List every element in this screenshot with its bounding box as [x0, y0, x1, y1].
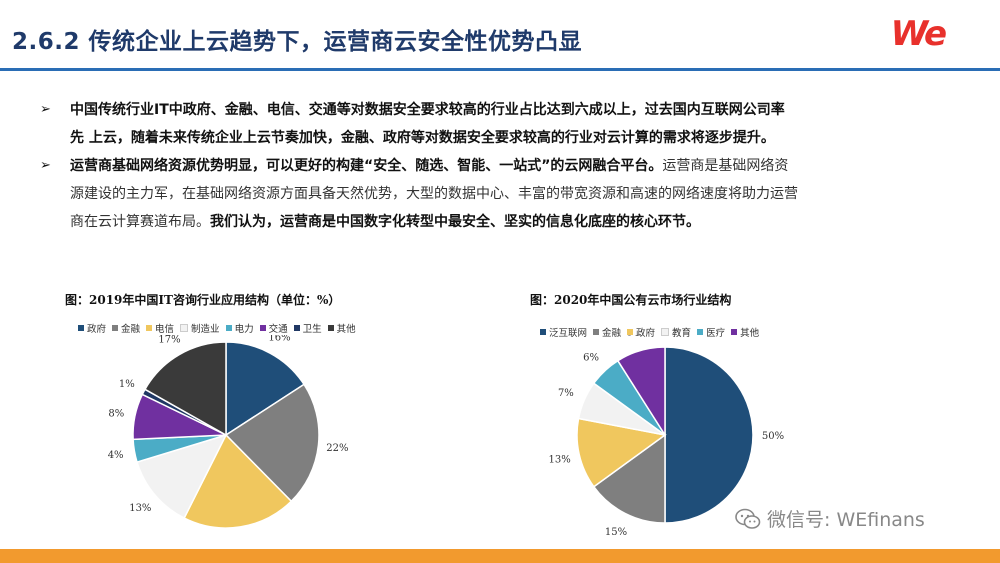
legend-item: 医疗	[697, 325, 725, 339]
legend-label: 医疗	[706, 328, 726, 339]
legend-item: 教育	[661, 325, 691, 339]
legend-swatch	[627, 329, 634, 335]
pie-chart-it-consulting: 16% 22% 13% 4% 8% 1% 17%	[108, 335, 348, 529]
legend-label: 政府	[636, 328, 656, 339]
data-label: 8%	[108, 409, 124, 420]
data-label: 17%	[158, 335, 180, 345]
legend-swatch	[225, 325, 232, 331]
legend-swatch	[327, 325, 334, 331]
legend-item: 金融	[593, 325, 621, 339]
bullet-text: 我们认为，运营商是中国数字化转型中最安全、坚实的信息化底座的核心环节。	[210, 214, 700, 230]
pie-slice	[143, 341, 227, 437]
legend-swatch	[78, 325, 84, 331]
legend-swatch	[259, 325, 266, 331]
legend-label: 其他	[336, 324, 356, 335]
legend-item: 卫生	[293, 321, 322, 335]
legend-item: 金融	[112, 321, 140, 335]
bullet-text: 商在云计算赛道布局。	[70, 214, 210, 230]
legend-swatch	[180, 324, 189, 332]
chart-legend: 政府 金融 电信 制造业 电力 交通 卫生 其他	[78, 321, 362, 335]
legend-label: 其他	[740, 328, 760, 339]
legend-label: 制造业	[191, 324, 220, 335]
legend-label: 政府	[87, 324, 107, 335]
data-label: 4%	[108, 450, 124, 461]
header: 2.6.2 传统企业上云趋势下，运营商云安全性优势凸显 We	[0, 0, 1000, 71]
arrow-bullet-icon: ➢	[40, 102, 51, 117]
legend-item: 泛互联网	[540, 325, 587, 339]
data-label: 9%	[627, 335, 643, 338]
bullet-text: 运营商基础网络资源优势明显，可以更好的构建“安全、随选、智能、一站式”的云网融合…	[70, 158, 663, 174]
pie-slice	[664, 346, 754, 524]
bullet-item: ➢ 运营商基础网络资源优势明显，可以更好的构建“安全、随选、智能、一站式”的云网…	[40, 152, 960, 236]
data-label: 7%	[558, 388, 574, 399]
data-label: 1%	[119, 379, 135, 390]
legend-item: 制造业	[180, 321, 220, 335]
page-title: 2.6.2 传统企业上云趋势下，运营商云安全性优势凸显	[12, 29, 582, 55]
legend-swatch	[540, 329, 546, 335]
bullet-text: 运营商是基础网络资	[662, 158, 789, 174]
legend-item: 电力	[225, 321, 254, 335]
legend-label: 卫生	[302, 324, 322, 335]
legend-swatch	[661, 328, 670, 336]
legend-item: 其他	[731, 325, 759, 339]
bullet-text: 中国传统行业IT中政府、金融、电信、交通等对数据安全要求较高的行业占比达到六成以…	[70, 102, 785, 118]
chart-title: 图：2019年中国IT咨询行业应用结构（单位：%）	[65, 293, 341, 307]
legend-swatch	[731, 329, 738, 335]
legend-label: 金融	[602, 328, 622, 339]
chart-legend: 泛互联网 金融 政府 教育 医疗 其他	[540, 325, 765, 339]
legend-item: 电信	[146, 321, 174, 335]
legend-item: 交通	[259, 321, 288, 335]
pie-slice	[616, 346, 666, 438]
data-label: 6%	[583, 352, 599, 363]
watermark: 微信号: WEfinans	[735, 505, 925, 532]
data-label: 16%	[268, 335, 290, 344]
legend-swatch	[112, 325, 119, 331]
data-label: 13%	[548, 455, 570, 466]
legend-label: 交通	[268, 324, 288, 335]
bullet-item: ➢ 中国传统行业IT中政府、金融、电信、交通等对数据安全要求较高的行业占比达到六…	[40, 96, 960, 152]
pie-slice	[225, 341, 306, 437]
data-label: 50%	[762, 431, 784, 442]
pie-slice	[224, 383, 320, 503]
legend-label: 金融	[121, 324, 141, 335]
logo: We	[890, 14, 947, 54]
legend-swatch	[697, 329, 704, 335]
arrow-bullet-icon: ➢	[40, 158, 51, 173]
data-label: 15%	[605, 527, 627, 538]
wechat-icon	[735, 508, 761, 529]
legend-item: 政府	[78, 321, 106, 335]
legend-label: 电信	[155, 324, 175, 335]
bullet-list: ➢ 中国传统行业IT中政府、金融、电信、交通等对数据安全要求较高的行业占比达到六…	[40, 96, 960, 236]
pie-slice	[183, 433, 293, 529]
watermark-text: 微信号: WEfinans	[767, 509, 925, 531]
legend-item: 政府	[627, 325, 655, 339]
data-label: 22%	[326, 443, 348, 454]
chart-title: 图：2020年中国公有云市场行业结构	[530, 293, 732, 307]
data-label: 13%	[129, 503, 151, 514]
legend-swatch	[593, 329, 600, 335]
header-divider	[0, 68, 1000, 71]
pie-chart-public-cloud: 50% 15% 13% 7% 6% 9%	[548, 335, 784, 538]
legend-label: 教育	[672, 328, 692, 339]
legend-label: 泛互联网	[549, 328, 588, 339]
legend-label: 电力	[234, 324, 254, 335]
footer-bar	[0, 549, 1000, 563]
bullet-text: 先 上云，随着未来传统企业上云节奏加快，金融、政府等对数据安全要求较高的行业对云…	[70, 130, 775, 146]
pie-slice	[592, 433, 666, 524]
legend-swatch	[146, 325, 153, 331]
pie-slice	[576, 417, 667, 488]
legend-swatch	[293, 325, 300, 331]
bullet-text: 源建设的主力军，在基础网络资源方面具备天然优势，大型的数据中心、丰富的带宽资源和…	[70, 186, 798, 202]
legend-item: 其他	[327, 321, 356, 335]
